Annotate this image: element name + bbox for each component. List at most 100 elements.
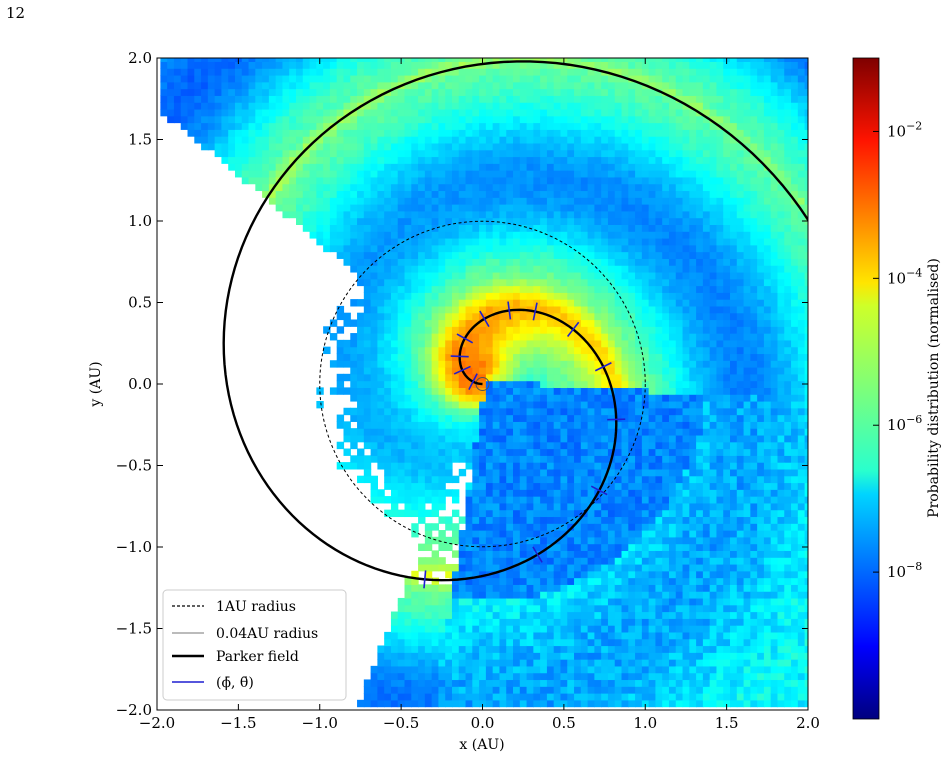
heatmap-cell [641, 625, 650, 633]
heatmap-cell [675, 686, 684, 694]
heatmap-cell [424, 339, 433, 348]
heatmap-cell [289, 176, 297, 185]
heatmap-cell [580, 448, 589, 456]
heatmap-cell [431, 631, 440, 640]
heatmap-cell [479, 190, 487, 198]
heatmap-cell [451, 380, 460, 388]
heatmap-cell [641, 197, 650, 205]
heatmap-cell [465, 441, 473, 450]
heatmap-cell [445, 462, 453, 470]
heatmap-cell [607, 346, 616, 355]
heatmap-cell [607, 224, 616, 232]
heatmap-cell [648, 611, 657, 619]
heatmap-cell [621, 102, 629, 110]
heatmap-cell [438, 319, 446, 327]
heatmap-cell [540, 489, 548, 497]
heatmap-cell [180, 68, 189, 76]
heatmap-cell [574, 353, 582, 361]
heatmap-cell [601, 693, 609, 701]
heatmap-cell [580, 346, 589, 355]
heatmap-cell [438, 333, 446, 341]
heatmap-cell [492, 74, 501, 83]
heatmap-cell [519, 61, 528, 69]
heatmap-cell [296, 68, 304, 76]
heatmap-cell [458, 360, 467, 368]
heatmap-cell [479, 421, 487, 429]
heatmap-cell [458, 190, 467, 198]
heatmap-cell [411, 319, 419, 327]
heatmap-cell [641, 149, 650, 158]
heatmap-cell [302, 210, 311, 219]
heatmap-cell [411, 475, 419, 484]
heatmap-cell [499, 271, 507, 280]
heatmap-cell [668, 421, 677, 429]
heatmap-cell [411, 258, 419, 266]
heatmap-cell [675, 693, 684, 701]
heatmap-cell [377, 421, 385, 429]
heatmap-cell [580, 61, 589, 69]
heatmap-cell [323, 88, 331, 96]
heatmap-cell [485, 441, 494, 450]
heatmap-cell [343, 373, 351, 382]
heatmap-cell [214, 102, 223, 110]
heatmap-cell [241, 95, 250, 103]
heatmap-cell [533, 434, 541, 443]
heatmap-cell [587, 58, 595, 62]
heatmap-cell [533, 489, 541, 497]
heatmap-cell [377, 346, 385, 355]
heatmap-cell [668, 170, 677, 178]
heatmap-cell [587, 312, 595, 321]
heatmap-cell [668, 679, 677, 687]
heatmap-cell [472, 58, 480, 62]
heatmap-cell [668, 333, 677, 341]
heatmap-cell [668, 400, 677, 409]
heatmap-cell [282, 149, 290, 158]
heatmap-cell [601, 441, 609, 450]
heatmap-cell [628, 197, 636, 205]
heatmap-cell [350, 224, 358, 232]
heatmap-cell [641, 543, 650, 551]
heatmap-cell [228, 129, 236, 137]
heatmap-cell [553, 292, 562, 300]
heatmap-cell [343, 81, 351, 90]
heatmap-cell [648, 217, 657, 225]
heatmap-cell [540, 224, 548, 232]
heatmap-cell [431, 387, 440, 395]
heatmap-cell [567, 115, 575, 124]
heatmap-cell [628, 129, 636, 137]
heatmap-cell [546, 679, 555, 687]
heatmap-cell [533, 604, 541, 613]
heatmap-cell [485, 434, 494, 443]
heatmap-cell [614, 428, 623, 436]
heatmap-cell [384, 387, 392, 395]
heatmap-cell [424, 686, 433, 694]
heatmap-cell [255, 129, 263, 137]
heatmap-cell [194, 61, 202, 69]
heatmap-cell [621, 387, 629, 395]
heatmap-cell [621, 373, 629, 382]
heatmap-cell [662, 584, 670, 592]
heatmap-cell [424, 584, 433, 592]
heatmap-cell [275, 136, 284, 144]
heatmap-cell [635, 339, 643, 348]
heatmap-cell [662, 496, 670, 504]
heatmap-cell [668, 95, 677, 103]
heatmap-cell [492, 550, 501, 558]
heatmap-cell [343, 197, 351, 205]
heatmap-cell [472, 156, 480, 164]
heatmap-cell [546, 441, 555, 450]
heatmap-cell [594, 373, 602, 382]
heatmap-cell [438, 81, 446, 90]
heatmap-cell [506, 530, 514, 538]
heatmap-cell [377, 197, 385, 205]
heatmap-cell [635, 414, 643, 422]
heatmap-cell [621, 665, 629, 674]
heatmap-cell [377, 237, 385, 246]
heatmap-cell [411, 645, 419, 653]
heatmap-cell [635, 530, 643, 538]
heatmap-cell [479, 414, 487, 422]
heatmap-cell [513, 502, 521, 511]
heatmap-cell [648, 584, 657, 592]
heatmap-cell [641, 509, 650, 518]
heatmap-cell [519, 536, 528, 545]
